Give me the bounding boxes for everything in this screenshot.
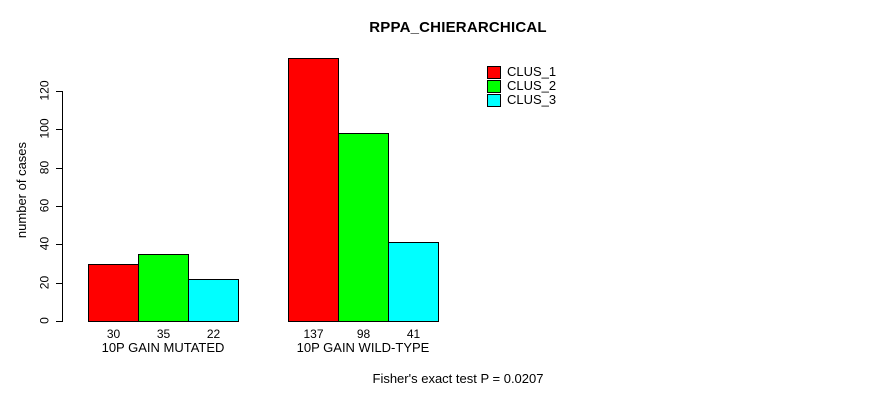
legend-swatch-clus_2 xyxy=(487,79,501,93)
legend-label: CLUS_3 xyxy=(507,92,557,107)
legend: CLUS_1 CLUS_2 CLUS_3 xyxy=(487,65,556,107)
y-axis-tick xyxy=(56,168,62,169)
bar-clus_3 xyxy=(188,279,239,322)
bar-value-label: 137 xyxy=(303,327,324,341)
legend-item: CLUS_2 xyxy=(487,79,556,93)
y-axis-tick xyxy=(56,129,62,130)
y-axis-tick xyxy=(56,283,62,284)
x-category-label: 10P GAIN MUTATED xyxy=(101,340,225,355)
bar-value-label: 35 xyxy=(156,327,171,341)
bar-clus_2 xyxy=(138,254,189,322)
y-axis-tick xyxy=(56,206,62,207)
y-axis-tick xyxy=(56,91,62,92)
bar-value-label: 41 xyxy=(406,327,421,341)
y-axis-tick-label: 40 xyxy=(37,236,52,251)
y-axis-tick xyxy=(56,321,62,322)
bar-clus_3 xyxy=(388,242,439,322)
annotation-caption: Fisher's exact test P = 0.0207 xyxy=(372,371,544,386)
y-axis-tick-label: 20 xyxy=(37,275,52,290)
legend-item: CLUS_3 xyxy=(487,93,556,107)
bar-clus_1 xyxy=(88,264,139,322)
bar-value-label: 30 xyxy=(106,327,121,341)
y-axis-tick xyxy=(56,244,62,245)
x-category-label: 10P GAIN WILD-TYPE xyxy=(296,340,430,355)
bar-value-label: 98 xyxy=(356,327,371,341)
y-axis-tick-label: 100 xyxy=(37,118,52,139)
y-axis-tick-label: 80 xyxy=(37,160,52,175)
legend-item: CLUS_1 xyxy=(487,65,556,79)
legend-label: CLUS_1 xyxy=(507,64,557,79)
legend-swatch-clus_1 xyxy=(487,65,501,79)
legend-label: CLUS_2 xyxy=(507,78,557,93)
chart-title: RPPA_CHIERARCHICAL xyxy=(369,19,547,36)
y-axis-line xyxy=(62,91,63,322)
bar-value-label: 22 xyxy=(206,327,221,341)
bar-clus_1 xyxy=(288,58,339,322)
bar-clus_2 xyxy=(338,133,389,322)
legend-swatch-clus_3 xyxy=(487,93,501,107)
y-axis-tick-label: 60 xyxy=(37,198,52,213)
y-axis-tick-label: 120 xyxy=(37,80,52,101)
y-axis-tick-label: 0 xyxy=(37,317,52,324)
